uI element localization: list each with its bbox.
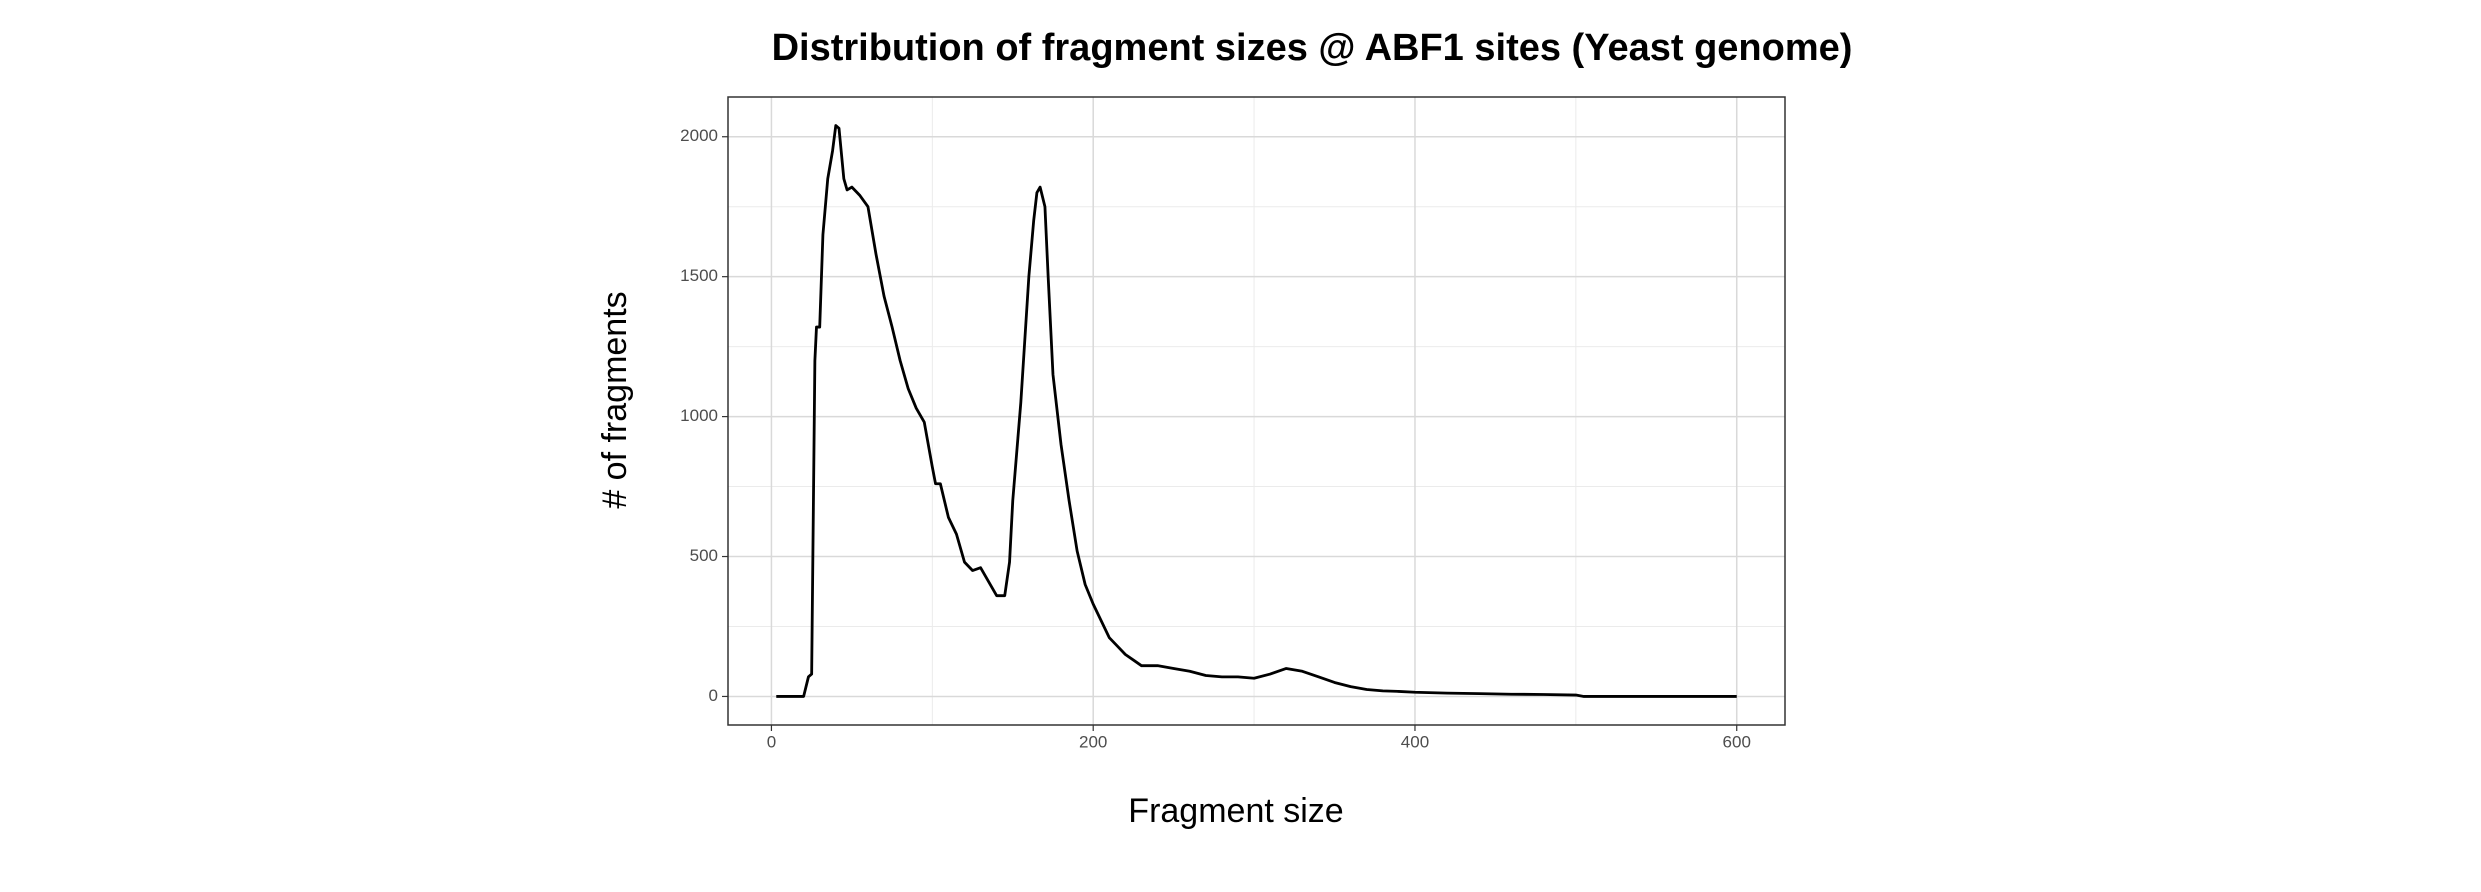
y-tick-label: 2000 — [680, 126, 718, 145]
plot-border — [727, 96, 1786, 726]
x-tick-label: 400 — [1401, 732, 1429, 751]
x-tick-label: 600 — [1723, 732, 1751, 751]
x-tick-label: 200 — [1079, 732, 1107, 751]
chart-title: Distribution of fragment sizes @ ABF1 si… — [772, 27, 1853, 69]
data-line — [776, 124, 1737, 698]
y-tick-label: 500 — [690, 546, 718, 565]
x-tick-label: 0 — [767, 732, 776, 751]
y-tick-label: 1000 — [680, 406, 718, 425]
y-tick-label: 0 — [709, 686, 718, 705]
x-axis-label: Fragment size — [1128, 792, 1343, 830]
y-axis-label: # of fragments — [596, 291, 634, 508]
y-tick-label: 1500 — [680, 266, 718, 285]
